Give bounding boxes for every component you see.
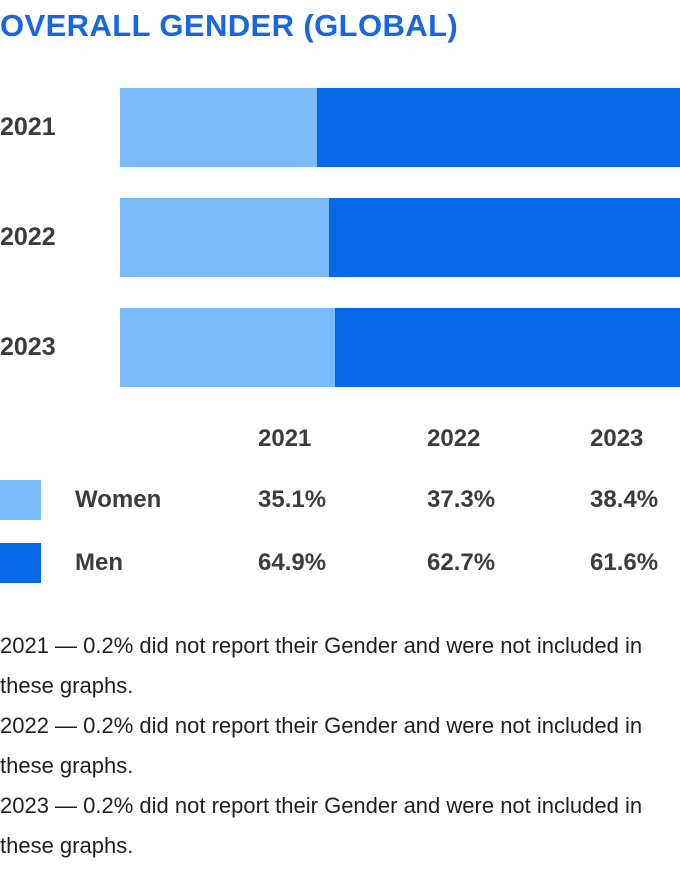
men-value-2022: 62.7% — [427, 548, 496, 576]
bar-2022 — [120, 198, 680, 277]
footnote-2021: 2021 — 0.2% did not report their Gender … — [0, 633, 643, 698]
men-color-swatch — [0, 542, 41, 583]
women-color-swatch — [0, 479, 41, 520]
stacked-bar-chart: 2021 2022 2023 — [0, 88, 680, 387]
bar-year-label-2022: 2022 — [0, 223, 56, 251]
bar-segment-women-2021 — [120, 88, 317, 167]
table-row-women-swatch-cell — [0, 479, 75, 520]
gender-report-page: OVERALL GENDER (GLOBAL) 2021 2022 2023 — [0, 6, 680, 872]
table-header-2021: 2021 — [258, 425, 312, 452]
bar-segment-men-2021 — [316, 88, 680, 167]
bar-segment-women-2023 — [120, 308, 336, 387]
table-row-men-swatch-cell — [0, 542, 75, 583]
footnote-2023: 2023 — 0.2% did not report their Gender … — [0, 793, 643, 858]
women-value-2021: 35.1% — [258, 485, 327, 513]
bar-year-label-2021: 2021 — [0, 113, 56, 141]
legend-table: 2021 2022 2023 Women 35.1% 37.3% 38.4% M… — [0, 410, 680, 594]
women-value-2022: 37.3% — [427, 485, 496, 513]
footnotes: 2021 — 0.2% did not report their Gender … — [0, 626, 680, 866]
chart-row-2023: 2023 — [0, 308, 680, 387]
bar-segment-men-2023 — [335, 308, 680, 387]
chart-row-2021: 2021 — [0, 88, 680, 167]
bar-2021 — [120, 88, 680, 167]
bar-2023 — [120, 308, 680, 387]
table-row-men-label: Men — [75, 548, 123, 576]
footnote-2022: 2022 — 0.2% did not report their Gender … — [0, 713, 643, 778]
chart-row-2022: 2022 — [0, 198, 680, 277]
men-value-2021: 64.9% — [258, 548, 327, 576]
table-header-2022: 2022 — [427, 425, 481, 452]
women-value-2023: 38.4% — [590, 485, 659, 513]
bar-year-label-2023: 2023 — [0, 333, 56, 361]
table-row-women-label: Women — [75, 485, 162, 513]
bar-segment-women-2022 — [120, 198, 329, 277]
men-value-2023: 61.6% — [590, 548, 659, 576]
page-title: OVERALL GENDER (GLOBAL) — [0, 8, 459, 43]
table-header-2023: 2023 — [590, 425, 644, 452]
bar-segment-men-2022 — [328, 198, 680, 277]
